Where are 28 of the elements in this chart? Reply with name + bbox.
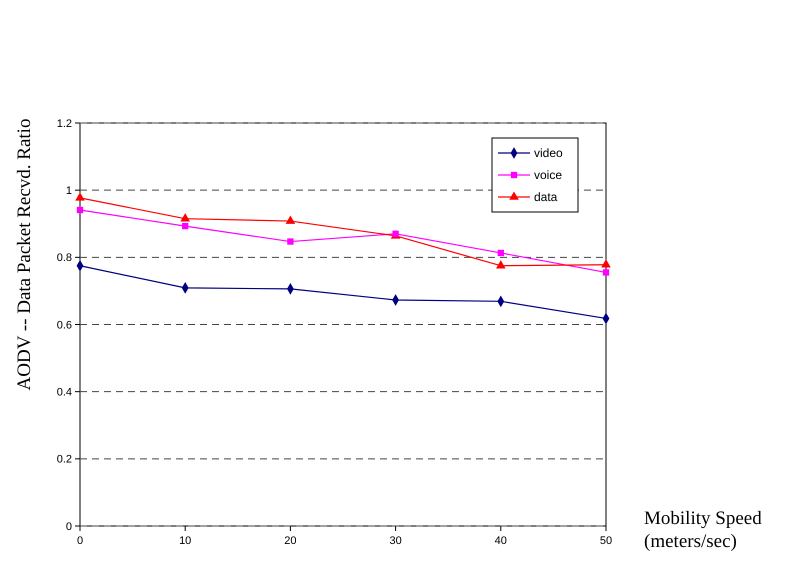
point [286,216,296,224]
y-tick-label: 1.2 [56,118,72,130]
legend-label: data [534,190,558,204]
y-tick-label: 1 [66,185,72,198]
point [498,250,504,256]
x-tick-label: 30 [389,535,402,547]
point [180,213,190,222]
point [602,269,610,276]
x-tick-label: 40 [494,535,507,547]
x-tick-label: 10 [179,535,192,547]
y-axis-title: AODV -- Data Packet Recvd. Ratio [14,118,35,390]
legend-label: video [534,146,564,160]
point [75,192,85,201]
y-tick-label: 0 [66,520,72,533]
point [287,238,294,245]
y-tick-label: 0.2 [56,454,72,466]
x-tick-label: 0 [76,535,84,547]
point [182,222,188,230]
legend-label: voice [534,168,562,182]
x-axis-title: Mobility Speed (meters/sec) [644,508,762,552]
point [496,260,506,269]
x-tick-label: 50 [600,535,612,547]
point [601,259,611,268]
y-tick-label: 0.8 [56,252,72,264]
y-tick-label: 0.4 [56,386,72,399]
y-tick-label: 0.6 [56,319,72,332]
point [76,206,84,214]
x-tick-label: 20 [284,535,297,547]
